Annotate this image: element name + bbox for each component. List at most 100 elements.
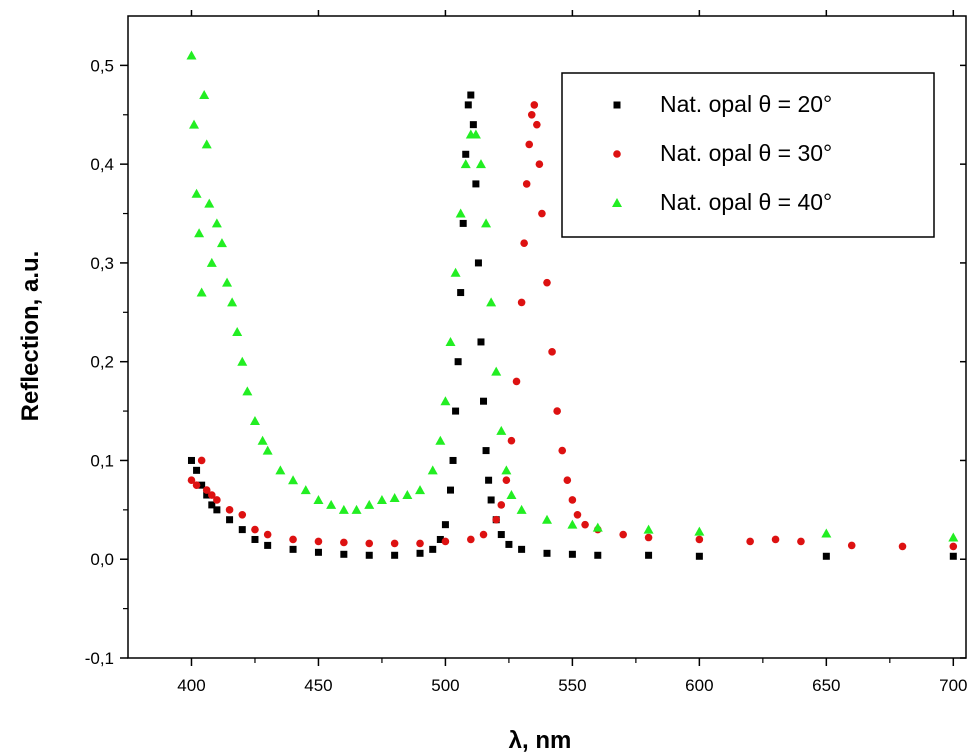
legend-label: Nat. opal θ = 40° [660,189,832,215]
data-point [542,514,552,524]
legend-marker [612,198,622,207]
data-point [568,496,577,504]
data-point [189,119,200,129]
data-point [948,532,959,542]
data-point [644,533,653,542]
data-point [201,139,212,149]
data-point [477,338,485,346]
data-point [479,530,488,539]
data-point [402,490,413,500]
data-point [472,180,480,188]
data-point [447,486,455,494]
data-point [289,545,297,553]
data-point [474,259,482,267]
data-point [391,551,399,559]
data-point [313,494,324,504]
data-point [338,504,349,514]
data-point [450,267,461,277]
data-point [469,121,477,129]
y-axis: -0,1 0,0 0,1 0,2 0,3 0,4 0,5 [85,56,966,668]
data-point [326,499,337,509]
data-point [695,552,703,560]
data-point [364,499,375,509]
y-tick-label: -0,1 [85,649,114,668]
data-point [445,336,456,346]
data-point [512,377,521,386]
data-point [949,542,958,551]
data-point [481,218,492,228]
data-point [441,521,449,529]
series-2 [187,101,958,551]
data-point [251,525,259,534]
plot-frame [127,15,967,659]
data-point [525,140,534,149]
data-point [203,491,211,499]
data-point [505,540,513,548]
x-tick-label: 600 [685,676,713,695]
data-point [204,198,215,208]
data-point [194,228,205,238]
data-point [227,297,238,307]
data-point [198,481,206,489]
data-point [522,180,531,188]
legend-label: Nat. opal θ = 20° [660,91,832,117]
x-tick-label: 400 [177,676,205,695]
data-point [496,425,507,435]
data-point [457,289,465,297]
data-point [821,528,832,538]
data-point [497,531,505,539]
y-tick-label: 0,0 [90,550,114,569]
data-point [186,50,197,60]
data-point [251,535,259,543]
data-point [376,494,387,504]
data-point [695,535,704,544]
data-point [208,491,216,499]
data-point [225,506,234,514]
data-point [262,445,273,455]
data-point [187,456,195,464]
data-point [340,538,348,547]
data-point [568,550,576,558]
data-point [263,530,272,539]
data-point [694,526,705,536]
legend-box [561,72,935,238]
data-point [365,539,374,548]
data-point [645,551,653,559]
data-point [196,287,207,297]
data-point [487,496,495,504]
data-point [416,549,424,557]
data-point [517,298,526,307]
data-point [416,539,424,548]
data-point [467,535,475,544]
data-point [535,160,544,168]
data-point [459,219,467,227]
data-point [771,535,780,544]
data-point [238,510,247,519]
data-point [502,476,511,485]
data-point [199,90,210,100]
data-point [213,496,221,504]
data-point [619,530,627,539]
x-axis: 400 450 500 550 600 650 700 [177,10,967,695]
data-point [429,545,437,553]
y-tick-label: 0,4 [90,155,114,174]
data-point [643,524,654,534]
data-point [300,485,311,495]
data-point [460,159,471,169]
data-point [592,522,603,532]
y-tick-label: 0,2 [90,353,114,372]
data-point [314,537,323,546]
data-point [238,526,246,534]
data-point [264,541,272,549]
data-point [543,549,551,557]
data-point [797,537,805,546]
data-point [222,277,233,287]
data-point [485,476,493,484]
data-point [486,297,497,307]
data-point [492,515,501,524]
data-point [516,504,527,514]
data-point [440,396,451,406]
data-point [191,188,202,198]
data-point [340,550,348,558]
